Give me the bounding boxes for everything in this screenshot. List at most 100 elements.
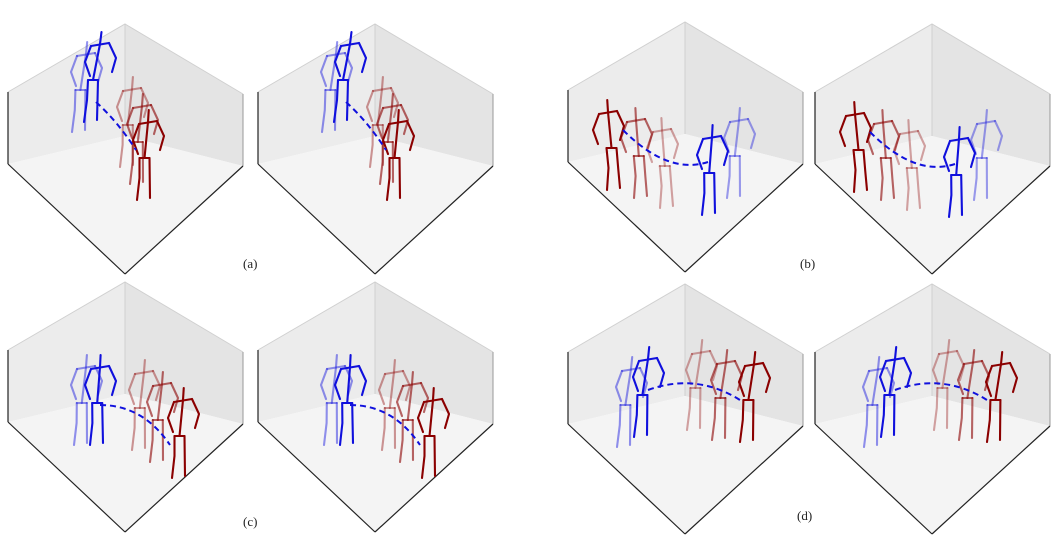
skeleton-bone	[614, 369, 624, 403]
skeleton-bone	[637, 356, 659, 363]
skeleton-bone	[844, 111, 866, 118]
x-axis-line	[814, 423, 933, 535]
actor-a-pose	[878, 345, 913, 439]
x-axis-line	[814, 163, 933, 275]
skeleton-bone	[338, 401, 344, 447]
skeleton-bone	[642, 154, 649, 198]
skeleton-bone	[170, 434, 176, 480]
skeleton-bone	[838, 114, 848, 148]
skeleton-bone	[83, 44, 93, 78]
back-left-pane	[568, 284, 685, 424]
skeleton-bone	[343, 364, 354, 397]
skeleton-bone	[892, 132, 902, 166]
skeleton-bone	[655, 356, 666, 389]
skeleton-bone	[332, 78, 340, 124]
plot-8	[814, 283, 1051, 535]
caption-a: (a)	[243, 256, 258, 271]
back-right-pane	[375, 282, 493, 424]
skeleton-bone	[383, 369, 405, 376]
skeleton-bone	[651, 127, 673, 134]
skeleton-bone	[884, 356, 906, 363]
actor-b-pose	[125, 92, 160, 186]
actor-b-pose	[166, 386, 201, 480]
skeleton-bone	[645, 130, 655, 164]
skeleton-bone	[130, 406, 136, 452]
plot-7	[567, 283, 804, 535]
skeleton-bone	[725, 154, 731, 200]
skeleton-bone	[597, 109, 619, 116]
trajectory-line	[349, 404, 421, 446]
skeleton-bone	[420, 434, 426, 480]
back-right-pane	[932, 24, 1050, 166]
back-right-pane	[125, 282, 243, 424]
skeleton-bone	[172, 397, 194, 404]
skeleton-bone	[643, 117, 654, 150]
skeleton-bone	[107, 364, 118, 397]
skeleton-bone	[710, 396, 717, 442]
skeleton-bone	[133, 369, 155, 376]
skeleton-bone	[931, 352, 941, 386]
floor-pane	[258, 394, 493, 532]
actor-a-pose	[722, 106, 757, 200]
skeleton-bone	[632, 393, 639, 439]
skeleton-bone	[1008, 361, 1019, 394]
y-axis-line	[931, 425, 1051, 535]
skeleton-bone	[89, 41, 111, 48]
skeleton-bone	[728, 117, 750, 124]
skeleton-bone	[669, 127, 680, 160]
floor-pane	[258, 136, 493, 274]
caption-b: (b)	[800, 256, 816, 271]
skeleton-bone	[966, 136, 977, 169]
skeleton-bone	[135, 156, 141, 202]
skeleton-bone	[419, 381, 430, 414]
skeleton-bone	[131, 103, 153, 110]
skeleton-bone	[151, 381, 173, 388]
actor-b-pose	[145, 370, 180, 464]
actor-a-pose	[695, 123, 730, 217]
skeleton-bone	[375, 106, 385, 140]
skeleton-bone	[319, 54, 329, 88]
back-left-pane	[258, 282, 375, 422]
x-axis-line	[257, 163, 376, 275]
skeleton-bone	[339, 364, 361, 371]
plot-2	[257, 23, 494, 275]
skeleton-bone	[137, 119, 159, 126]
skeleton-bone	[889, 156, 896, 200]
y-axis-line	[374, 423, 494, 533]
plot-3	[567, 21, 804, 273]
skeleton-bone	[638, 366, 649, 399]
skeleton-bone	[389, 86, 400, 119]
skeleton-bone	[381, 103, 403, 110]
y-axis-line	[684, 425, 804, 535]
back-left-pane	[8, 282, 125, 422]
skeleton-bone	[709, 362, 719, 396]
skeleton-bone	[169, 381, 180, 414]
skeleton-bone	[761, 361, 772, 394]
skeleton-bone	[333, 367, 343, 401]
back-left-pane	[568, 22, 685, 162]
skeleton-bone	[993, 119, 1004, 152]
skeleton-bone	[145, 384, 155, 418]
skeleton-bone	[325, 364, 347, 371]
actor-b-pose	[931, 338, 966, 432]
plot-1	[7, 23, 244, 275]
skeleton-bone	[440, 397, 451, 430]
skeleton-bone	[401, 369, 412, 402]
plot-4	[814, 23, 1051, 275]
skeleton-bone	[70, 88, 77, 134]
actor-a-pose	[83, 353, 118, 447]
skeleton-bone	[879, 156, 884, 202]
skeleton-bone	[376, 75, 384, 127]
skeleton-bone	[885, 366, 896, 399]
actor-b-pose	[127, 358, 162, 452]
skeleton-bone	[625, 117, 647, 124]
skeleton-bone	[398, 418, 404, 464]
skeleton-bone	[322, 401, 328, 447]
skeleton-bone	[69, 54, 79, 88]
skeleton-bone	[83, 367, 93, 401]
floor-pane	[568, 134, 803, 272]
skeleton-bone	[387, 119, 409, 126]
skeleton-bone	[126, 75, 134, 127]
floor-pane	[815, 396, 1050, 534]
